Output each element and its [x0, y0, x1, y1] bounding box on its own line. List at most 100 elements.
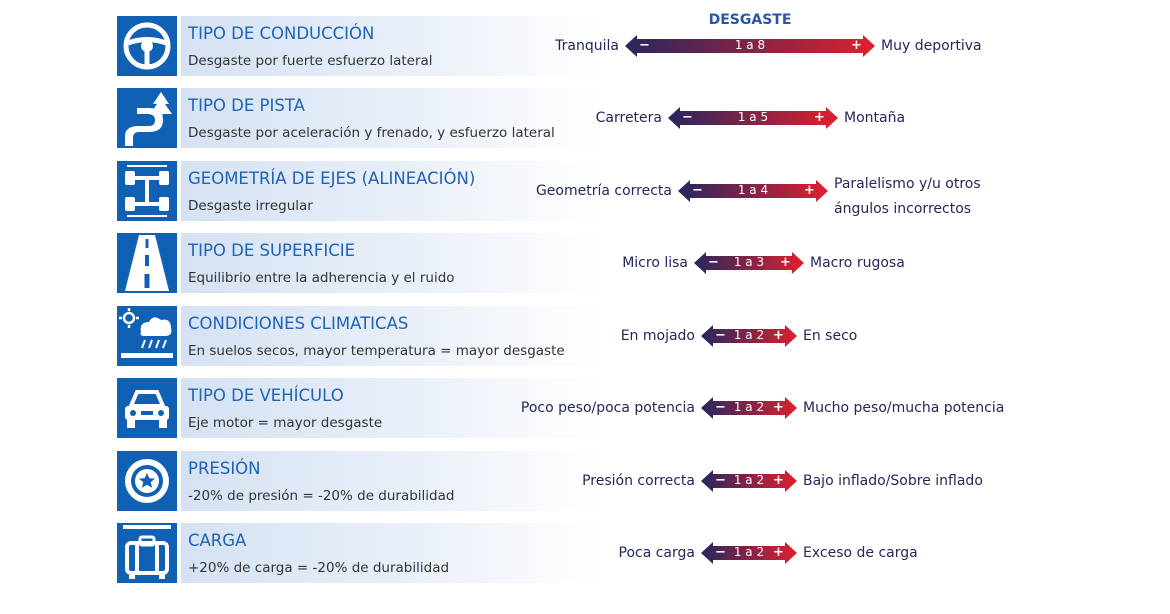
steering-wheel-icon — [117, 16, 177, 76]
category-subtitle: Desgaste por fuerte esfuerzo lateral — [188, 53, 433, 69]
high-wear-label: En seco — [803, 327, 857, 345]
wear-range: 1 a 3 — [733, 255, 765, 269]
minus-sign: − — [715, 328, 726, 343]
plus-sign: + — [773, 473, 784, 488]
minus-sign: − — [682, 110, 693, 125]
arrow-shape — [701, 325, 797, 347]
high-wear-label: Paralelismo y/u otros ángulos incorrectos — [834, 172, 981, 222]
category-band — [181, 378, 601, 438]
axle-icon — [117, 161, 177, 221]
road-surface-icon — [117, 233, 177, 293]
category-title: TIPO DE VEHÍCULO — [188, 386, 344, 405]
category-title: CARGA — [188, 531, 247, 550]
low-wear-label: Poca carga — [618, 545, 696, 561]
wear-range: 1 a 2 — [733, 400, 765, 414]
factor-row: CONDICIONES CLIMATICAS En suelos secos, m… — [0, 306, 1170, 366]
luggage-icon — [117, 523, 177, 583]
category-title: CONDICIONES CLIMATICAS — [188, 314, 409, 333]
arrow-shape — [668, 107, 838, 129]
high-wear-label-line: Macro rugosa — [810, 255, 905, 271]
category-subtitle: Desgaste por aceleración y frenado, y es… — [188, 125, 555, 141]
high-wear-label: Bajo inflado/Sobre inflado — [803, 472, 983, 490]
low-wear-label: Micro lisa — [622, 255, 688, 271]
plus-sign: + — [773, 328, 784, 343]
arrow-shape — [701, 397, 797, 419]
factor-row: TIPO DE CONDUCCIÓN Desgaste por fuerte es… — [0, 16, 1170, 76]
high-wear-label-line: Montaña — [844, 110, 906, 126]
category-title: GEOMETRÍA DE EJES (ALINEACIÓN) — [188, 169, 476, 188]
minus-sign: − — [639, 38, 650, 53]
factor-row: CARGA +20% de carga = -20% de durabilidad… — [0, 523, 1170, 583]
arrow-shape — [701, 470, 797, 492]
weather-icon — [117, 306, 177, 366]
category-subtitle: +20% de carga = -20% de durabilidad — [188, 560, 450, 576]
category-subtitle: Desgaste irregular — [188, 198, 313, 214]
winding-road-icon — [117, 88, 177, 148]
high-wear-label-line: En seco — [803, 328, 858, 344]
high-wear-label-line: ángulos incorrectos — [834, 201, 972, 217]
wear-scale-arrow: − +1 a 3 — [694, 233, 804, 293]
high-wear-label: Mucho peso/mucha potencia — [803, 399, 1004, 417]
category-band — [181, 306, 601, 366]
factor-row: TIPO DE SUPERFICIE Equilibrio entre la ad… — [0, 233, 1170, 293]
category-band — [181, 88, 601, 148]
plus-sign: + — [851, 38, 862, 53]
high-wear-label: Exceso de carga — [803, 544, 918, 562]
wear-scale-arrow: − +1 a 2 — [701, 523, 797, 583]
arrow-shape — [678, 180, 828, 202]
category-band — [181, 451, 601, 511]
plus-sign: + — [773, 400, 784, 415]
category-title: TIPO DE PISTA — [188, 96, 305, 115]
factor-row: TIPO DE PISTA Desgaste por aceleración y … — [0, 88, 1170, 148]
low-wear-label: Presión correcta — [582, 473, 695, 489]
factor-row: GEOMETRÍA DE EJES (ALINEACIÓN) Desgaste i… — [0, 161, 1170, 221]
plus-sign: + — [814, 110, 825, 125]
factor-row: TIPO DE VEHÍCULO Eje motor = mayor desgas… — [0, 378, 1170, 438]
car-icon — [117, 378, 177, 438]
category-title: TIPO DE SUPERFICIE — [188, 241, 356, 260]
category-band — [181, 233, 601, 293]
arrow-shape — [694, 252, 804, 274]
plus-sign: + — [773, 545, 784, 560]
arrow-shape — [625, 35, 875, 57]
wear-range: 1 a 4 — [737, 183, 769, 197]
high-wear-label-line: Bajo inflado/Sobre inflado — [803, 473, 983, 489]
category-subtitle: Equilibrio entre la adherencia y el ruid… — [188, 270, 455, 286]
category-subtitle: En suelos secos, mayor temperatura = may… — [188, 343, 565, 359]
minus-sign: − — [692, 183, 703, 198]
category-band — [181, 523, 601, 583]
factor-row: PRESIÓN -20% de presión = -20% de durabil… — [0, 451, 1170, 511]
wear-header: DESGASTE — [708, 12, 792, 28]
arrow-shape — [701, 542, 797, 564]
category-title: TIPO DE CONDUCCIÓN — [188, 24, 375, 43]
wear-range: 1 a 8 — [734, 38, 766, 52]
high-wear-label-line: Mucho peso/mucha potencia — [803, 400, 1005, 416]
minus-sign: − — [715, 545, 726, 560]
wear-scale-arrow: − +1 a 5 — [668, 88, 838, 148]
tire-pressure-icon — [117, 451, 177, 511]
low-wear-label: Geometría correcta — [535, 183, 672, 199]
minus-sign: − — [715, 400, 726, 415]
wear-scale-arrow: − +1 a 2 — [701, 451, 797, 511]
wear-range: 1 a 5 — [737, 110, 769, 124]
wear-range: 1 a 2 — [733, 473, 765, 487]
high-wear-label-line: Muy deportiva — [881, 38, 982, 54]
category-band — [181, 16, 601, 76]
category-title: PRESIÓN — [188, 459, 261, 478]
low-wear-label: Carretera — [595, 110, 662, 126]
category-subtitle: Eje motor = mayor desgaste — [188, 415, 383, 431]
minus-sign: − — [708, 255, 719, 270]
high-wear-label: Montaña — [844, 109, 905, 127]
high-wear-label: Macro rugosa — [810, 254, 905, 272]
wear-scale-arrow: − +1 a 2 — [701, 306, 797, 366]
wear-scale-arrow: − +1 a 2 — [701, 378, 797, 438]
wear-range: 1 a 2 — [733, 545, 765, 559]
high-wear-label: Muy deportiva — [881, 37, 982, 55]
high-wear-label-line: Paralelismo y/u otros — [834, 176, 981, 192]
minus-sign: − — [715, 473, 726, 488]
wear-scale-arrow: − +1 a 4 — [678, 161, 828, 221]
plus-sign: + — [804, 183, 815, 198]
low-wear-label: Tranquila — [555, 38, 619, 54]
high-wear-label-line: Exceso de carga — [803, 545, 918, 561]
category-band — [181, 161, 601, 221]
